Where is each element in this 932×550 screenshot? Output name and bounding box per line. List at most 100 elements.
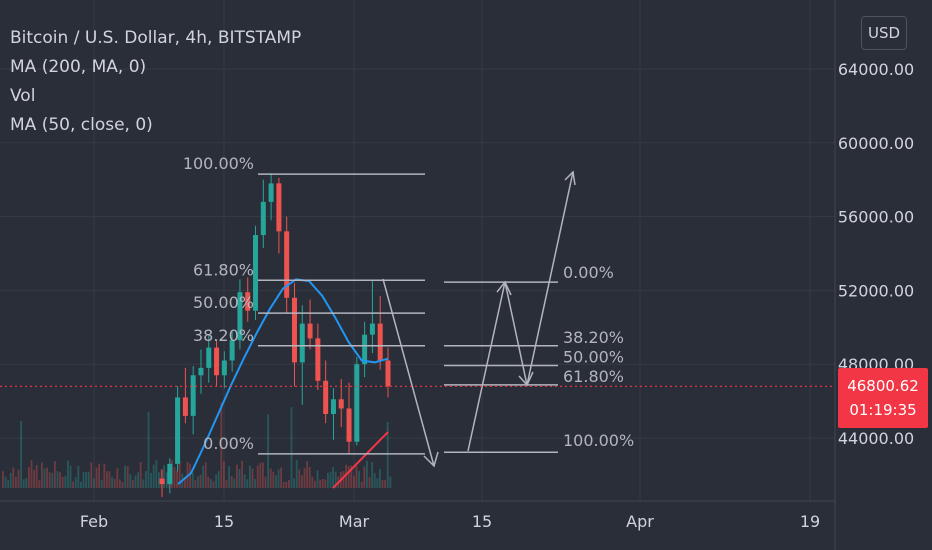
volume-bar	[54, 460, 56, 488]
volume-bar	[124, 465, 126, 488]
volume-bar	[152, 464, 155, 488]
volume-bar	[22, 479, 25, 488]
volume-bar	[147, 411, 150, 488]
volume-bar	[251, 468, 254, 488]
volume-bar	[67, 460, 69, 488]
volume-bar	[199, 474, 202, 488]
volume-bar	[215, 474, 217, 488]
volume-bar	[236, 464, 238, 488]
volume-bar	[254, 478, 256, 488]
symbol-title[interactable]: Bitcoin / U.S. Dollar, 4h, BITSTAMP	[10, 28, 302, 48]
volume-bar	[197, 476, 199, 488]
fib-level-label: 61.80%	[193, 260, 254, 279]
volume-bar	[202, 465, 204, 488]
volume-bar	[355, 466, 358, 488]
candle-body	[253, 235, 259, 311]
candle-body	[385, 360, 391, 387]
volume-bar	[329, 471, 332, 488]
volume-bar	[347, 465, 350, 488]
volume-bar	[17, 469, 20, 488]
volume-bar	[324, 479, 327, 488]
volume-bar	[85, 471, 87, 488]
volume-bar	[238, 469, 241, 488]
candle-body	[159, 478, 165, 485]
ma50-indicator-label[interactable]: MA (50, close, 0)	[10, 115, 153, 135]
volume-bar	[275, 475, 277, 488]
volume-bar	[212, 481, 215, 488]
fib-level-label: 100.00%	[183, 154, 254, 173]
volume-bar	[189, 463, 191, 488]
price-tick-label: 56000.00	[838, 208, 914, 227]
volume-bar	[46, 467, 48, 488]
time-tick-label: 19	[800, 512, 820, 531]
volume-bar	[314, 480, 316, 488]
volume-bar	[121, 481, 124, 488]
volume-bar	[4, 476, 7, 488]
volume-bar	[100, 480, 103, 488]
candle-body	[182, 397, 188, 416]
volume-bar	[230, 475, 233, 488]
currency-button[interactable]: USD	[861, 16, 907, 50]
volume-bar	[87, 471, 90, 488]
volume-bar	[233, 478, 236, 488]
candle-body	[291, 297, 297, 363]
volume-bar	[386, 421, 389, 488]
volume-bar	[366, 460, 368, 488]
volume-bar	[210, 479, 212, 488]
volume-bar	[129, 474, 132, 488]
volume-bar	[303, 468, 306, 488]
volume-bar	[225, 480, 228, 488]
ma200-indicator-label[interactable]: MA (200, MA, 0)	[10, 57, 147, 77]
volume-bar	[113, 478, 116, 488]
volume-bar	[126, 466, 129, 488]
candle-body	[276, 183, 282, 232]
volume-bar	[191, 472, 194, 488]
volume-bar	[163, 465, 165, 488]
volume-bar	[288, 480, 290, 488]
time-axis[interactable]: Feb 15 Mar 15 Apr 19	[80, 512, 820, 531]
candle-body	[175, 397, 181, 464]
volume-bar	[316, 470, 319, 488]
volume-bar	[82, 472, 85, 488]
candle-body	[338, 399, 344, 409]
time-tick-label: 15	[214, 512, 234, 531]
fib-level-label: 100.00%	[563, 431, 634, 450]
volume-bar	[111, 476, 113, 488]
volume-bar	[38, 480, 41, 488]
candle-body	[362, 334, 368, 365]
volume-bar	[98, 463, 100, 488]
volume-bar	[155, 460, 158, 488]
volume-bar	[30, 460, 33, 488]
volume-bar	[25, 477, 28, 488]
volume-bar	[61, 476, 64, 488]
volume-bar	[295, 460, 298, 488]
volume-bar	[368, 476, 371, 488]
volume-indicator-label[interactable]: Vol	[10, 86, 36, 106]
volume-bar	[272, 471, 275, 488]
volume-bar	[59, 472, 61, 488]
candlesticks	[159, 173, 391, 498]
volume-bar	[165, 472, 168, 488]
candle-body	[229, 340, 235, 361]
volume-bar	[9, 472, 12, 488]
price-tick-label: 52000.00	[838, 281, 914, 300]
volume-bar	[119, 479, 121, 488]
time-tick-label: 15	[472, 512, 492, 531]
volume-bar	[80, 481, 82, 488]
candle-body	[323, 380, 329, 415]
fib-level-label: 50.00%	[193, 293, 254, 312]
candle-body	[167, 463, 173, 485]
candle-body	[330, 399, 336, 415]
volume-bar	[142, 479, 145, 488]
volume-bar	[194, 480, 197, 488]
volume-bar	[150, 472, 152, 488]
fib-level-label: 61.80%	[563, 367, 624, 386]
time-tick-label: Mar	[339, 512, 370, 531]
volume-bar	[64, 476, 67, 488]
fib-level-label: 50.00%	[563, 347, 624, 366]
arrow-head	[496, 280, 512, 296]
volume-bar	[301, 475, 303, 488]
volume-bar	[384, 480, 386, 488]
fib-retracement-left: 100.00% 61.80% 50.00% 38.20% 0.00%	[183, 154, 425, 455]
